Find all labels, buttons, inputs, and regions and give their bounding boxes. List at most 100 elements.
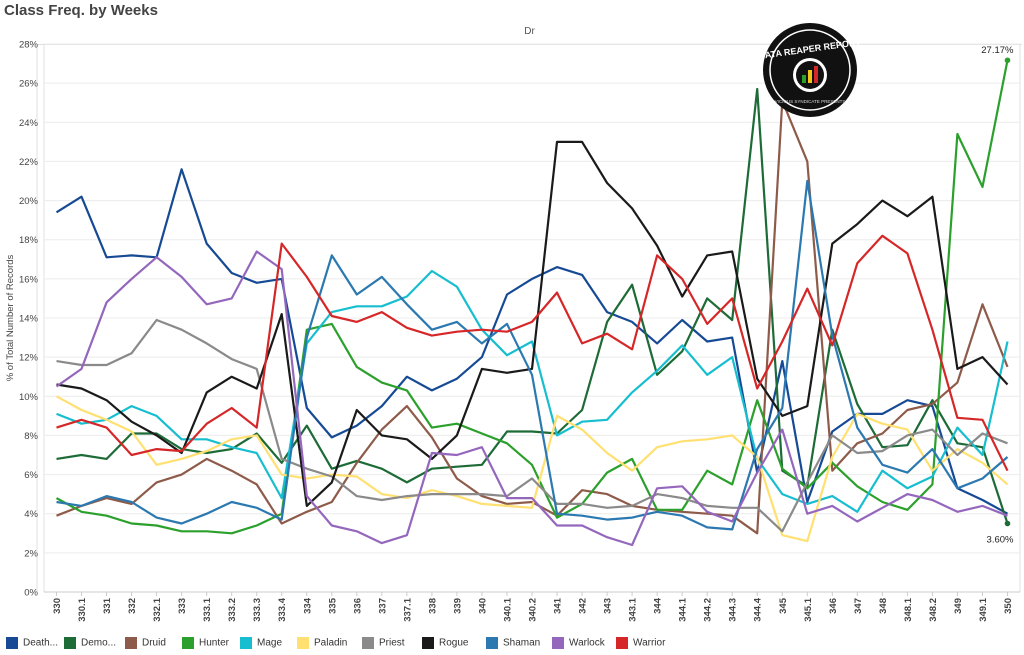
- y-axis-label: % of Total Number of Records: [5, 254, 16, 381]
- legend-label: Demo...: [81, 637, 117, 649]
- x-tick-label: 337: [377, 598, 388, 614]
- series-line-priest: [56, 318, 1008, 533]
- x-tick-label: 335: [327, 597, 338, 614]
- series-line-druid: [56, 99, 1009, 535]
- legend-item-rogue[interactable]: Rogue: [422, 637, 468, 649]
- x-tick-label: 340.1: [502, 597, 513, 621]
- line-chart: 0% 2% 4% 6% 8% 10% 12% 14% 16% 18% 20% 22% 24% 26% 28%…: [5, 40, 1021, 622]
- legend-swatch: [240, 637, 252, 649]
- legend-swatch: [422, 637, 434, 649]
- legend-item-mage[interactable]: Mage: [240, 637, 282, 649]
- x-tick-label: 348: [878, 598, 889, 614]
- y-tick-label: 8%: [24, 431, 38, 442]
- facet-label: Dr: [524, 26, 535, 37]
- x-tick-label: 342: [578, 598, 589, 614]
- x-tick-label: 349.1: [978, 597, 989, 621]
- x-tick-label: 333.4: [277, 597, 288, 621]
- series-line-warrior: [56, 234, 1009, 472]
- x-tick-label: 333.1: [202, 597, 213, 621]
- legend-label: Druid: [142, 637, 166, 649]
- series-line-mage: [56, 269, 1009, 513]
- y-tick-label: 2%: [24, 548, 38, 559]
- x-tick-label: 336: [352, 598, 363, 614]
- data-reaper-report-logo: DATA REAPER REPORT VICIOUS SYNDICATE PRE…: [758, 20, 862, 120]
- x-tick-label: 344.3: [728, 598, 739, 622]
- legend-item-shaman[interactable]: Shaman: [486, 637, 540, 649]
- logo-subtitle: VICIOUS SYNDICATE PRESENTS: [775, 99, 846, 104]
- x-tick-label: 337.1: [402, 597, 413, 621]
- x-tick-label: 346: [828, 598, 839, 614]
- series-line-paladin: [55, 395, 1009, 543]
- x-tick-label: 333.2: [227, 598, 238, 622]
- y-tick-label: 24%: [19, 118, 39, 129]
- x-tick-label: 344.4: [753, 597, 764, 621]
- legend-label: Death...: [23, 637, 59, 649]
- legend-label: Warlock: [569, 637, 605, 649]
- x-tick-label: 340: [477, 598, 488, 614]
- x-tick-label: 341: [553, 597, 564, 614]
- y-tick-label: 10%: [19, 392, 39, 403]
- legend-item-death[interactable]: Death...: [6, 637, 58, 649]
- annotation-label: 27.17%: [981, 45, 1014, 56]
- legend-item-demo[interactable]: Demo...: [64, 637, 116, 649]
- x-tick-label: 340.2: [528, 598, 539, 622]
- legend-label: Mage: [257, 637, 283, 649]
- series-line-death: [55, 168, 1009, 515]
- y-tick-label: 16%: [19, 274, 39, 285]
- legend-swatch: [182, 637, 194, 649]
- x-tick-label: 334: [302, 597, 313, 614]
- legend-swatch: [486, 637, 498, 649]
- x-tick-label: 339: [452, 598, 463, 614]
- x-tick-label: 345.1: [803, 597, 814, 621]
- x-tick-label: 332.1: [152, 597, 163, 621]
- series-line-warlock: [55, 250, 1008, 547]
- legend-label: Warrior: [633, 637, 666, 649]
- x-tick-label: 343.1: [628, 597, 639, 621]
- legend-item-paladin[interactable]: Paladin: [297, 637, 347, 649]
- x-tick-label: 331: [102, 597, 113, 614]
- legend-label: Shaman: [503, 637, 541, 649]
- series-line-demo: [56, 87, 1009, 524]
- chart-title: Class Freq. by Weeks: [4, 2, 158, 19]
- x-tick-label: 343: [603, 598, 614, 614]
- x-tick-label: 348.2: [928, 598, 939, 622]
- legend-swatch: [552, 637, 564, 649]
- y-tick-label: 28%: [19, 40, 39, 51]
- x-tick-label: 345: [778, 597, 789, 614]
- legend-swatch: [297, 637, 309, 649]
- x-tick-label: 344.1: [678, 597, 689, 621]
- x-tick-label: 338: [427, 598, 438, 614]
- x-tick-label: 350: [1003, 598, 1014, 614]
- legend-swatch: [6, 637, 18, 649]
- legend-swatch: [64, 637, 76, 649]
- legend-label: Hunter: [199, 637, 230, 649]
- legend-item-warrior[interactable]: Warrior: [616, 637, 665, 649]
- legend-item-warlock[interactable]: Warlock: [552, 637, 605, 649]
- x-tick-label: 344.2: [703, 598, 714, 622]
- legend-item-hunter[interactable]: Hunter: [182, 637, 229, 649]
- legend-item-druid[interactable]: Druid: [125, 637, 166, 649]
- legend-item-priest[interactable]: Priest: [362, 637, 405, 649]
- x-tick-label: 347: [853, 598, 864, 614]
- x-tick-label: 330.1: [77, 597, 88, 621]
- y-tick-label: 22%: [19, 157, 39, 168]
- x-tick-label: 344: [653, 597, 664, 614]
- series-line-shaman: [56, 179, 1009, 531]
- legend-swatch: [125, 637, 137, 649]
- y-tick-label: 18%: [19, 235, 39, 246]
- y-tick-label: 20%: [19, 196, 39, 207]
- legend-swatch: [616, 637, 628, 649]
- y-tick-label: 0%: [24, 588, 38, 599]
- annotation-marker: [1004, 520, 1011, 527]
- legend-swatch: [362, 637, 374, 649]
- legend-label: Priest: [379, 637, 405, 649]
- annotation-label: 3.60%: [987, 535, 1014, 546]
- x-tick-label: 349: [953, 598, 964, 614]
- x-tick-label: 348.1: [903, 597, 914, 621]
- y-tick-label: 6%: [24, 470, 38, 481]
- y-tick-label: 14%: [19, 314, 39, 325]
- x-tick-label: 332: [127, 598, 138, 614]
- x-tick-label: 330: [52, 598, 63, 614]
- legend: Death... Demo... Druid Hunter Mage Paladin Pri…: [0, 637, 1024, 653]
- y-tick-label: 26%: [19, 79, 39, 90]
